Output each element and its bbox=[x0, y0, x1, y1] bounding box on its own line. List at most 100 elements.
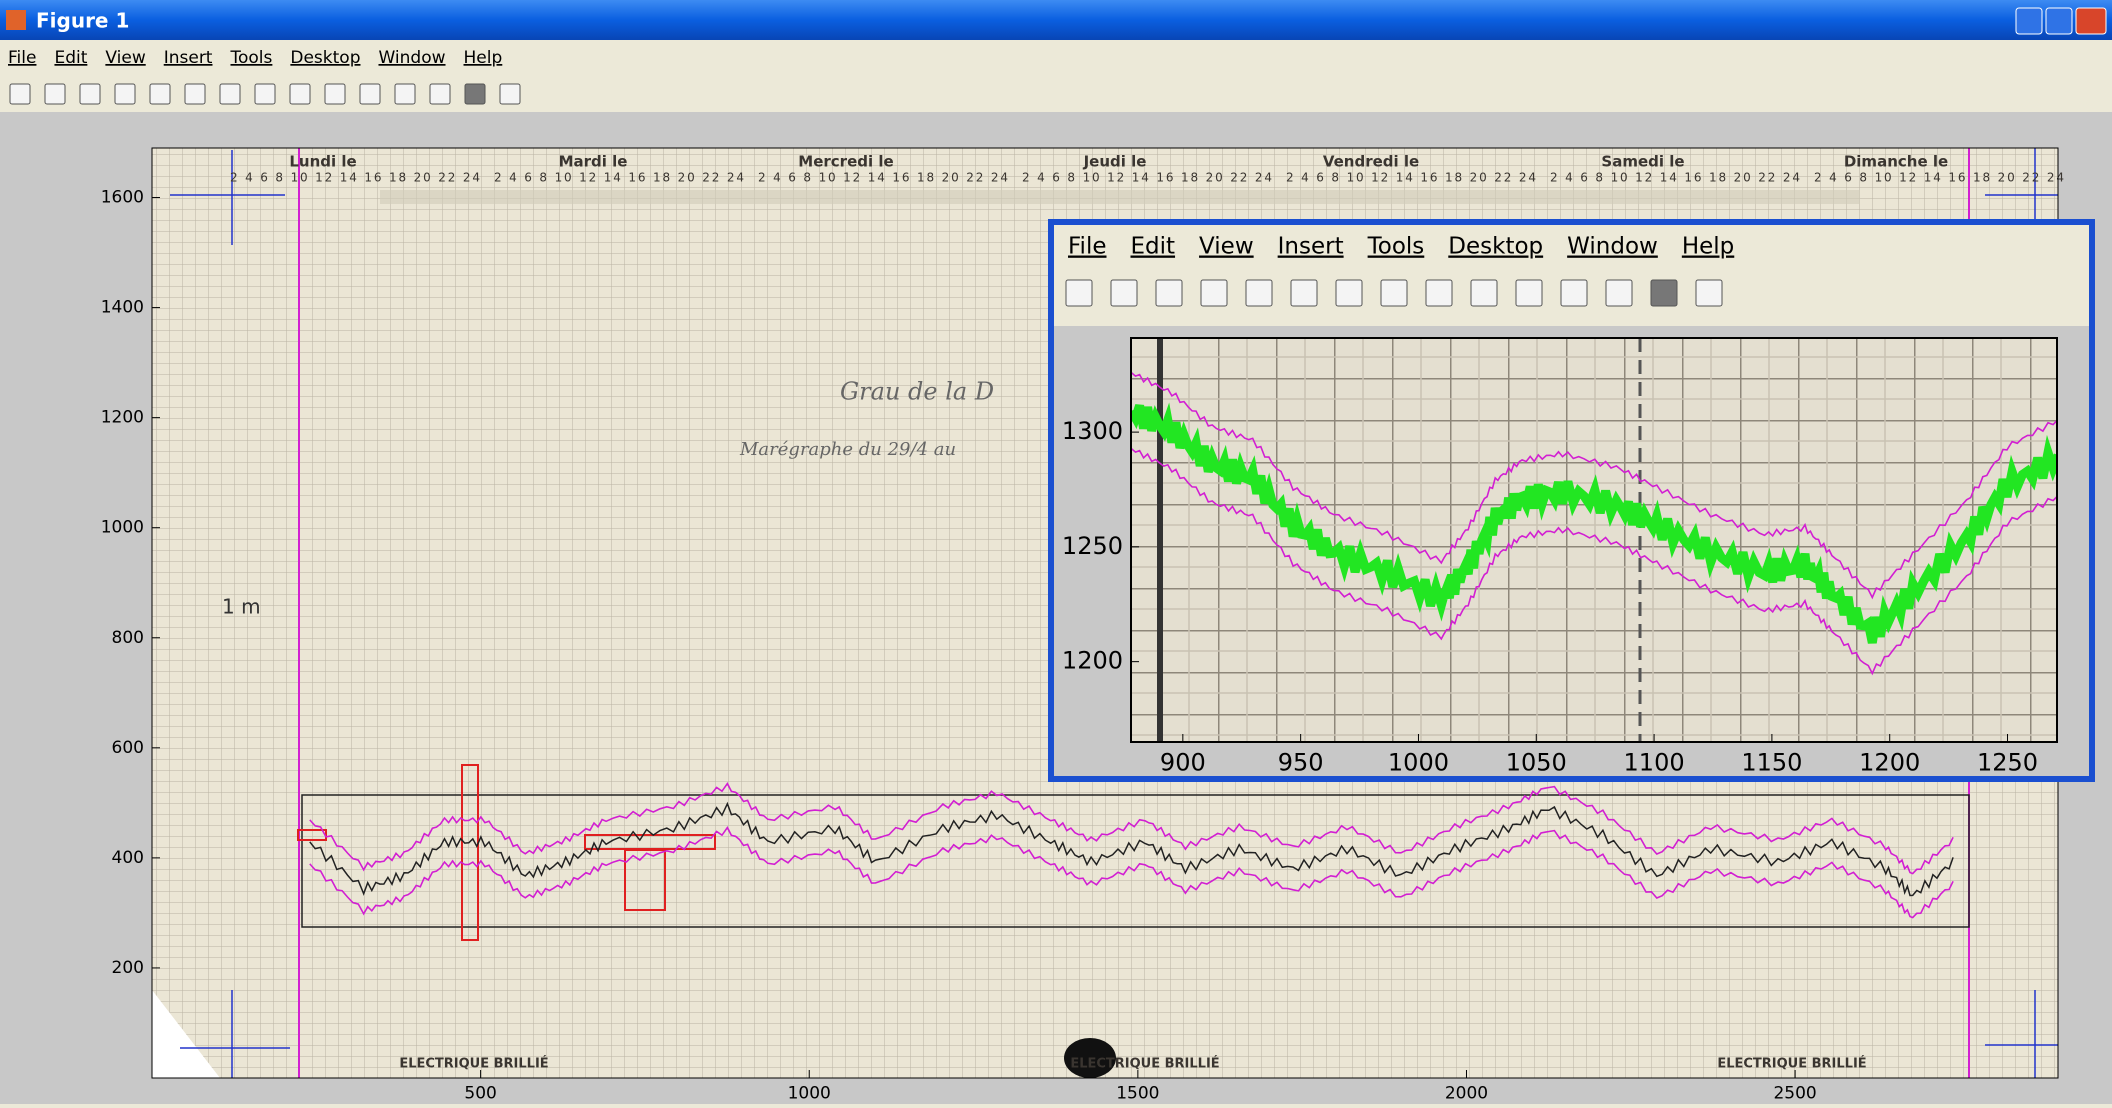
tool-button[interactable] bbox=[9, 83, 31, 105]
hour-scale: 2 4 6 8 10 12 14 16 18 20 22 24 bbox=[1814, 171, 2064, 185]
menu-item[interactable]: Desktop bbox=[290, 48, 360, 68]
menu-item[interactable]: Insert bbox=[1278, 234, 1344, 260]
day-label: Samedi le bbox=[1601, 153, 1684, 171]
menu-item[interactable]: Window bbox=[378, 48, 445, 68]
tool-button[interactable] bbox=[1650, 279, 1678, 307]
tool-button[interactable] bbox=[464, 83, 486, 105]
y-tick-label: 200 bbox=[112, 958, 144, 978]
scale-note: 1 m bbox=[222, 595, 261, 619]
tool-button[interactable] bbox=[1155, 279, 1183, 307]
x-tick-label: 1150 bbox=[1741, 749, 1802, 777]
tool-button[interactable] bbox=[44, 83, 66, 105]
tool-button[interactable] bbox=[79, 83, 101, 105]
tool-button[interactable] bbox=[219, 83, 241, 105]
footer-label: ELECTRIQUE BRILLIÉ bbox=[399, 1056, 548, 1072]
x-tick-label: 1000 bbox=[1388, 749, 1449, 777]
app-icon bbox=[6, 10, 26, 30]
tool-button[interactable] bbox=[184, 83, 206, 105]
y-tick-label: 1300 bbox=[1062, 417, 1123, 445]
title-bar bbox=[0, 0, 2112, 40]
hour-scale: 2 4 6 8 10 12 14 16 18 20 22 24 bbox=[1022, 171, 1272, 185]
menu-item[interactable]: Insert bbox=[164, 48, 213, 68]
day-label: Lundi le bbox=[289, 153, 356, 171]
inset-trace bbox=[1131, 372, 2057, 676]
window-buttons[interactable] bbox=[2015, 7, 2107, 35]
axes-main: 500 1000 1500 2000 2500 200 400 600 800 1000 1200 1… bbox=[101, 188, 1817, 1104]
x-tick-label: 1200 bbox=[1859, 749, 1920, 777]
handwriting: Grau de la D bbox=[840, 378, 994, 406]
y-tick-label: 1250 bbox=[1062, 532, 1123, 560]
tool-button[interactable] bbox=[1335, 279, 1363, 307]
tool-button[interactable] bbox=[429, 83, 451, 105]
menu-item[interactable]: Help bbox=[1682, 234, 1734, 260]
tool-button[interactable] bbox=[499, 83, 521, 105]
scan-text: Lundi le 2 4 6 8 10 12 14 16 18 20 22 24 M… bbox=[222, 153, 2064, 1072]
tool-button[interactable] bbox=[1290, 279, 1318, 307]
tide-trace bbox=[309, 781, 1954, 919]
x-tick-label: 950 bbox=[1278, 749, 1324, 777]
menu-item[interactable]: View bbox=[1199, 234, 1254, 260]
day-label: Mercredi le bbox=[798, 153, 893, 171]
tool-button[interactable] bbox=[1380, 279, 1408, 307]
y-tick-label: 1200 bbox=[101, 408, 144, 428]
menu-item[interactable]: File bbox=[1068, 234, 1107, 260]
menu-item[interactable]: Tools bbox=[1367, 234, 1425, 260]
inset-image bbox=[1131, 338, 2057, 742]
window-title: Figure 1 bbox=[36, 9, 129, 33]
tool-button[interactable] bbox=[149, 83, 171, 105]
menu-item[interactable]: Window bbox=[1567, 234, 1658, 260]
tool-button[interactable] bbox=[1245, 279, 1273, 307]
inset-axes-frame bbox=[1130, 337, 2058, 743]
y-tick-label: 1200 bbox=[1062, 647, 1123, 675]
tool-button[interactable] bbox=[1470, 279, 1498, 307]
tool-button[interactable] bbox=[324, 83, 346, 105]
menu-item[interactable]: Desktop bbox=[1448, 234, 1543, 260]
hour-scale: 2 4 6 8 10 12 14 16 18 20 22 24 bbox=[1286, 171, 1536, 185]
day-label: Jeudi le bbox=[1083, 153, 1147, 171]
envelope bbox=[1131, 448, 2057, 676]
menu-item[interactable]: File bbox=[8, 48, 36, 68]
day-label: Dimanche le bbox=[1844, 153, 1948, 171]
menu-item[interactable]: Edit bbox=[1131, 234, 1176, 260]
tool-button[interactable] bbox=[1605, 279, 1633, 307]
x-tick-label: 1250 bbox=[1977, 749, 2038, 777]
menu-item[interactable]: View bbox=[105, 48, 145, 68]
menu-item[interactable]: Help bbox=[464, 48, 503, 68]
x-tick-label: 2500 bbox=[1773, 1083, 1816, 1103]
y-tick-label: 1400 bbox=[101, 298, 144, 318]
tool-button[interactable] bbox=[1110, 279, 1138, 307]
menu-item[interactable]: Tools bbox=[229, 48, 272, 68]
inset-toolbar bbox=[1065, 279, 1723, 307]
x-tick-label: 1000 bbox=[788, 1083, 831, 1103]
menu-item[interactable]: Edit bbox=[54, 48, 87, 68]
x-tick-label: 2000 bbox=[1445, 1083, 1488, 1103]
tool-button[interactable] bbox=[254, 83, 276, 105]
tool-button[interactable] bbox=[1425, 279, 1453, 307]
tool-button[interactable] bbox=[289, 83, 311, 105]
tool-button[interactable] bbox=[1695, 279, 1723, 307]
x-tick-label: 500 bbox=[464, 1083, 496, 1103]
day-label: Vendredi le bbox=[1323, 153, 1419, 171]
x-tick-label: 1500 bbox=[1116, 1083, 1159, 1103]
y-tick-label: 1600 bbox=[101, 188, 144, 208]
y-tick-label: 800 bbox=[112, 628, 144, 648]
hour-scale: 2 4 6 8 10 12 14 16 18 20 22 24 bbox=[1550, 171, 1800, 185]
tool-button[interactable] bbox=[114, 83, 136, 105]
envelope bbox=[309, 825, 1954, 919]
tool-button[interactable] bbox=[1515, 279, 1543, 307]
envelope bbox=[1131, 372, 2057, 600]
x-tick-label: 1100 bbox=[1624, 749, 1685, 777]
x-tick-label: 900 bbox=[1160, 749, 1206, 777]
tool-button[interactable] bbox=[1065, 279, 1093, 307]
y-tick-label: 1000 bbox=[101, 518, 144, 538]
x-tick-label: 1050 bbox=[1506, 749, 1567, 777]
tool-button[interactable] bbox=[1560, 279, 1588, 307]
y-tick-label: 600 bbox=[112, 738, 144, 758]
footer-label: ELECTRIQUE BRILLIÉ bbox=[1717, 1056, 1866, 1072]
envelope bbox=[309, 781, 1954, 875]
tool-button[interactable] bbox=[359, 83, 381, 105]
tool-button[interactable] bbox=[394, 83, 416, 105]
tool-button[interactable] bbox=[1200, 279, 1228, 307]
footer-label: ELECTRIQUE BRILLIÉ bbox=[1070, 1056, 1219, 1072]
